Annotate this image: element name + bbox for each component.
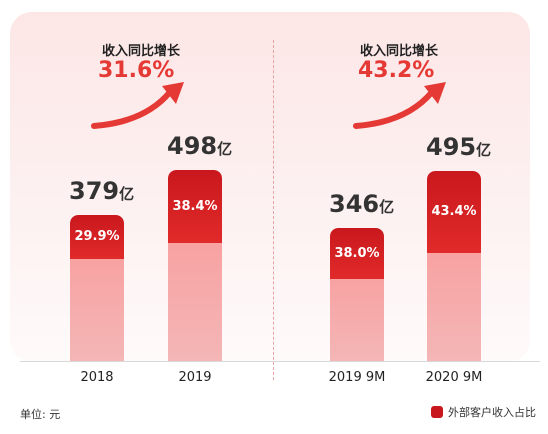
bar-segment-other bbox=[70, 259, 124, 361]
group-divider bbox=[273, 40, 274, 380]
bar-segment-external-share bbox=[70, 215, 124, 259]
total-value: 346 bbox=[329, 190, 380, 218]
total-unit: 亿 bbox=[217, 140, 233, 158]
share-label: 29.9% bbox=[74, 229, 120, 244]
total-unit: 亿 bbox=[379, 198, 395, 216]
category-label: 2019 bbox=[178, 370, 212, 385]
bar-2: 38.0% bbox=[330, 228, 384, 361]
legend-swatch bbox=[431, 406, 443, 418]
legend-label: 外部客户收入占比 bbox=[448, 406, 536, 419]
total-value: 379 bbox=[69, 177, 120, 205]
growth-label-left: 收入同比增长 bbox=[102, 44, 181, 59]
bar-segment-other bbox=[330, 279, 384, 361]
x-axis-baseline bbox=[20, 361, 540, 362]
category-label: 2020 9M bbox=[425, 370, 483, 385]
category-label: 2019 9M bbox=[328, 370, 386, 385]
total-unit: 亿 bbox=[119, 185, 135, 203]
bar-segment-external-share bbox=[168, 170, 222, 243]
total-label: 495亿 bbox=[426, 133, 491, 161]
total-value: 498 bbox=[167, 132, 218, 160]
total-label: 498亿 bbox=[167, 132, 232, 160]
category-label: 2018 bbox=[80, 370, 114, 385]
growth-value-left: 31.6% bbox=[98, 58, 175, 83]
share-label: 38.4% bbox=[172, 199, 218, 214]
bar-3: 43.4% bbox=[427, 171, 481, 361]
bar-segment-other bbox=[427, 253, 481, 361]
bar-0: 29.9% bbox=[70, 215, 124, 361]
growth-arrow-right-icon bbox=[353, 82, 446, 129]
unit-note: 单位: 元 bbox=[20, 408, 61, 421]
total-label: 379亿 bbox=[69, 177, 134, 205]
bar-1: 38.4% bbox=[168, 170, 222, 361]
total-value: 495 bbox=[426, 133, 477, 161]
bar-segment-other bbox=[168, 243, 222, 361]
share-label: 38.0% bbox=[334, 246, 380, 261]
total-label: 346亿 bbox=[329, 190, 394, 218]
bar-segment-external-share bbox=[330, 228, 384, 279]
total-unit: 亿 bbox=[476, 141, 492, 159]
bar-segment-external-share bbox=[427, 171, 481, 253]
legend: 外部客户收入占比 bbox=[431, 404, 536, 420]
share-label: 43.4% bbox=[431, 204, 477, 219]
growth-value-right: 43.2% bbox=[358, 58, 435, 83]
growth-label-right: 收入同比增长 bbox=[360, 44, 439, 59]
growth-arrow-left-icon bbox=[91, 82, 184, 129]
